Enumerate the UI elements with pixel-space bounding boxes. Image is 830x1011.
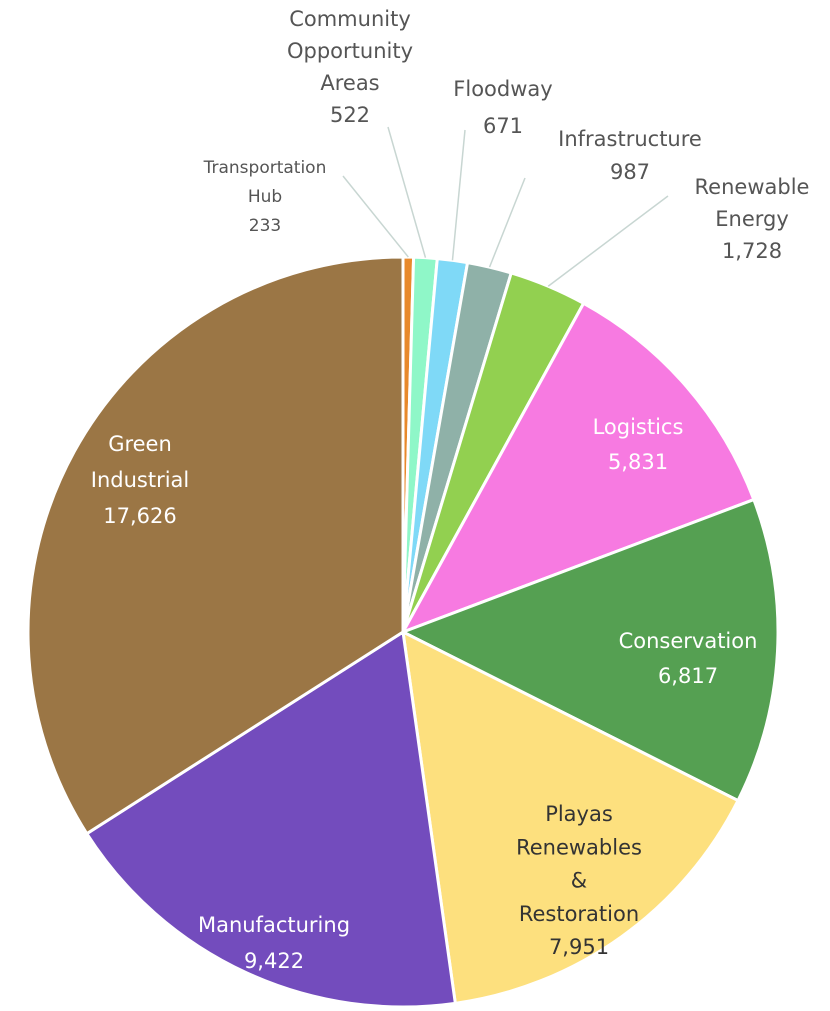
slice-label: Playas Renewables & Restoration 7,951	[516, 802, 642, 959]
slice-label: Transportation Hub 233	[203, 158, 327, 236]
slice-label: Manufacturing 9,422	[198, 913, 350, 973]
leader-line	[387, 126, 427, 258]
value-label: 7,951	[549, 935, 609, 959]
category-label: &	[571, 869, 587, 893]
value-label: 671	[483, 114, 523, 138]
pie-slice	[399, 301, 756, 635]
slice-label: Infrastructure 987	[558, 127, 702, 184]
value-label: 1,728	[722, 239, 782, 263]
leader-line	[547, 195, 669, 287]
value-label: 9,422	[244, 949, 304, 973]
category-label: Restoration	[519, 902, 639, 926]
slice-label: Floodway 671	[453, 77, 552, 138]
slice-label: Green Industrial 17,626	[91, 432, 190, 528]
category-label: Logistics	[593, 415, 684, 439]
category-label: Hub	[248, 187, 282, 207]
category-label: Playas	[545, 802, 613, 826]
value-label: 522	[330, 103, 370, 127]
category-label: Green	[108, 432, 172, 456]
category-label: Conservation	[619, 629, 758, 653]
leader-line	[451, 129, 466, 261]
pie-slice	[399, 497, 780, 803]
category-label: Opportunity	[287, 39, 413, 63]
slice-label: Logistics 5,831	[593, 415, 684, 474]
leader-line	[488, 177, 526, 268]
value-label: 5,831	[608, 450, 668, 474]
category-label: Renewables	[516, 835, 642, 859]
category-label: Community	[289, 7, 411, 31]
value-label: 233	[249, 216, 281, 236]
slice-label: Community Opportunity Areas 522	[287, 7, 413, 127]
category-label: Floodway	[453, 77, 552, 101]
pie-slice	[401, 629, 741, 1006]
value-label: 17,626	[103, 504, 176, 528]
leader-line	[342, 175, 409, 258]
value-label: 6,817	[658, 664, 718, 688]
value-label: 987	[610, 160, 650, 184]
slice-label: Renewable Energy 1,728	[695, 175, 810, 263]
category-label: Industrial	[91, 468, 190, 492]
category-label: Infrastructure	[558, 127, 702, 151]
category-label: Energy	[715, 207, 789, 231]
category-label: Transportation	[203, 158, 327, 178]
pie-slice	[26, 255, 405, 836]
slice-label: Conservation 6,817	[619, 629, 758, 688]
category-label: Areas	[320, 71, 379, 95]
pie-slice	[84, 629, 458, 1009]
category-label: Renewable	[695, 175, 810, 199]
category-label: Manufacturing	[198, 913, 350, 937]
